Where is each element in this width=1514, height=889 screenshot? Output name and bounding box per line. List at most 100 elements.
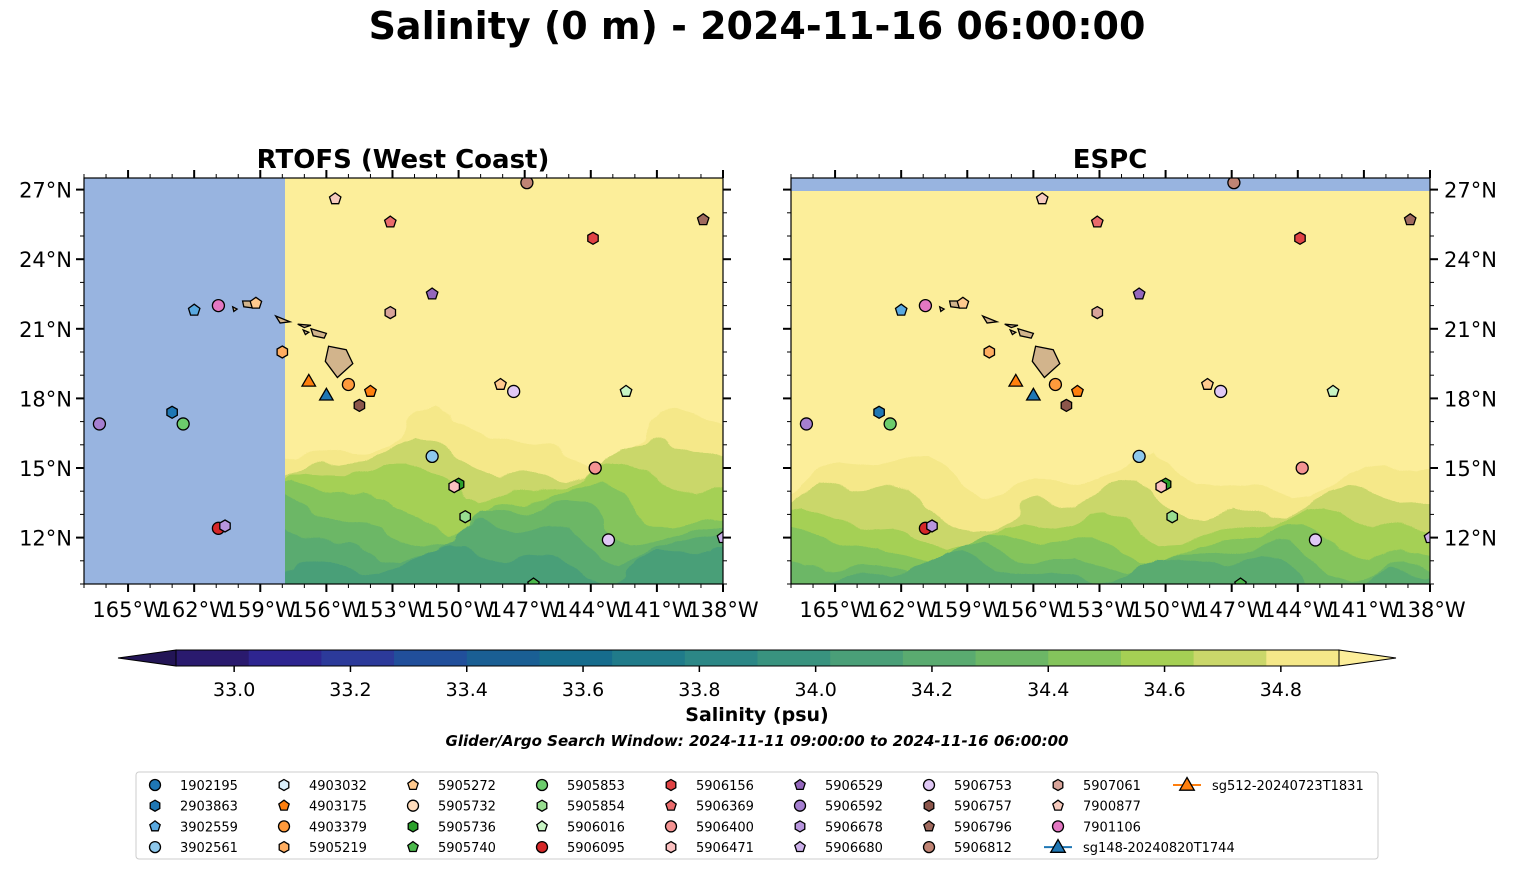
legend-marker: [149, 799, 161, 812]
panel-title-espc: ESPC: [1073, 145, 1148, 175]
legend-item: 5905853: [535, 778, 625, 794]
legend-item: 5906369: [665, 799, 754, 815]
legend-item: 5906471: [665, 840, 754, 856]
colorbar: 33.0 33.2 33.4 33.6 33.8 34.0 34.2 34.4 34.6 34.8: [117, 649, 1397, 701]
float-marker: [799, 417, 814, 431]
colorbar-tick-label: 33.8: [678, 679, 720, 701]
legend-item: 5906796: [923, 820, 1012, 835]
lat-tick-label: 24°N: [19, 248, 72, 272]
float-marker: [425, 287, 439, 300]
legend-label: 7901106: [1083, 820, 1141, 835]
island: [981, 314, 1000, 324]
float-marker: [1060, 398, 1073, 413]
float-marker: [1155, 479, 1168, 494]
legend-marker: [407, 778, 419, 791]
float-marker: [873, 405, 885, 420]
colorbar-segment: [757, 650, 831, 666]
panel-rtofs: RTOFS (West Coast) 165°W162°W159°W156°W1…: [19, 145, 759, 622]
map-axes: 165°W162°W159°W156°W153°W150°W147°W144°W…: [783, 170, 1497, 622]
lon-tick-label: 147°W: [1196, 598, 1268, 622]
legend-marker: [536, 799, 548, 812]
island: [310, 327, 328, 339]
legend-item: 5906156: [665, 778, 754, 794]
colorbar-tick-label: 33.0: [213, 679, 255, 701]
colorbar-segment: [248, 650, 322, 666]
legend-marker: [665, 840, 677, 854]
float-marker: [527, 577, 540, 584]
legend-item: 5906753: [922, 778, 1012, 794]
legend-item: 2903863: [149, 799, 238, 815]
lon-tick-label: 150°W: [1130, 598, 1202, 622]
lon-tick-label: 159°W: [225, 598, 297, 622]
lon-tick-label: 141°W: [621, 598, 693, 622]
lat-tick-label: 18°N: [1444, 387, 1497, 411]
colorbar-outline: [175, 649, 1340, 667]
legend-item: 5905272: [407, 778, 496, 794]
float-marker: [448, 479, 461, 494]
legend-item: 5905732: [406, 799, 496, 815]
legend-label: 5905740: [438, 841, 496, 856]
island: [1031, 345, 1061, 379]
lon-tick-label: 144°W: [1262, 598, 1334, 622]
legend-marker: [1052, 799, 1064, 811]
legend-marker: [407, 820, 419, 833]
legend-label: 5906757: [954, 800, 1012, 815]
legend-label: 5905854: [567, 800, 625, 815]
legend-label: 5906369: [696, 800, 754, 815]
legend-marker: [535, 778, 549, 792]
legend-marker: [664, 820, 678, 833]
glider-marker: [300, 373, 317, 387]
colorbar-segment: [394, 650, 468, 666]
lat-tick-label: 15°N: [19, 457, 72, 481]
figure-title: Salinity (0 m) - 2024-11-16 06:00:00: [368, 4, 1146, 48]
search-window-text: Glider/Argo Search Window: 2024-11-11 09…: [446, 732, 1069, 750]
legend-label: 5906592: [825, 800, 883, 815]
lon-tick-label: 150°W: [423, 598, 495, 622]
colorbar-segment: [466, 650, 540, 666]
colorbar-tick-label: 34.0: [794, 679, 836, 701]
no-data-region: [84, 178, 285, 584]
lat-tick-label: 12°N: [19, 527, 72, 551]
salinity-field: [791, 341, 1430, 584]
colorbar-segment: [830, 650, 904, 666]
float-markers: [92, 178, 723, 584]
map-axes: 165°W162°W159°W156°W153°W150°W147°W144°W…: [19, 170, 759, 622]
legend-label: 5906812: [954, 841, 1012, 856]
legend-marker: [1052, 778, 1064, 792]
legend-label: 5905272: [438, 779, 496, 794]
float-marker: [1234, 577, 1247, 584]
legend-label: 3902559: [180, 820, 238, 835]
float-marker: [383, 215, 397, 228]
lon-tick-label: 165°W: [92, 598, 164, 622]
legend-label: 4903379: [309, 820, 367, 835]
legend-label: 5906471: [696, 841, 754, 856]
float-marker: [1423, 530, 1430, 544]
legend-marker: [148, 840, 162, 854]
lon-tick-label: 138°W: [1394, 598, 1466, 622]
legend-item: 5906016: [536, 820, 625, 835]
lon-tick-label: 156°W: [291, 598, 363, 622]
legend-marker: [148, 778, 162, 792]
float-marker: [587, 231, 599, 246]
legend: 1902195 2903863 3902559 3902561 4903032 49031…: [148, 776, 1364, 856]
float-marker: [716, 530, 723, 544]
lon-tick-label: 147°W: [489, 598, 561, 622]
colorbar-segment: [1048, 650, 1122, 666]
lat-tick-label: 18°N: [19, 387, 72, 411]
colorbar-segment: [612, 650, 686, 666]
legend-item: 5906678: [794, 820, 883, 835]
lat-tick-label: 12°N: [1444, 527, 1497, 551]
legend-label: 5906156: [696, 779, 754, 794]
legend-marker: [665, 778, 677, 792]
colorbar-segment: [539, 650, 613, 666]
legend-label: 5906796: [954, 820, 1012, 835]
island: [1008, 328, 1018, 336]
float-marker: [219, 519, 231, 533]
colorbar-tick-label: 33.4: [446, 679, 488, 701]
legend-item: 5907061: [1052, 778, 1141, 794]
legend-marker: [1051, 820, 1065, 833]
colorbar-segment: [1193, 650, 1267, 666]
float-marker: [1132, 449, 1146, 464]
legend-label: 5907061: [1083, 779, 1141, 794]
glider-marker: [1007, 373, 1024, 387]
